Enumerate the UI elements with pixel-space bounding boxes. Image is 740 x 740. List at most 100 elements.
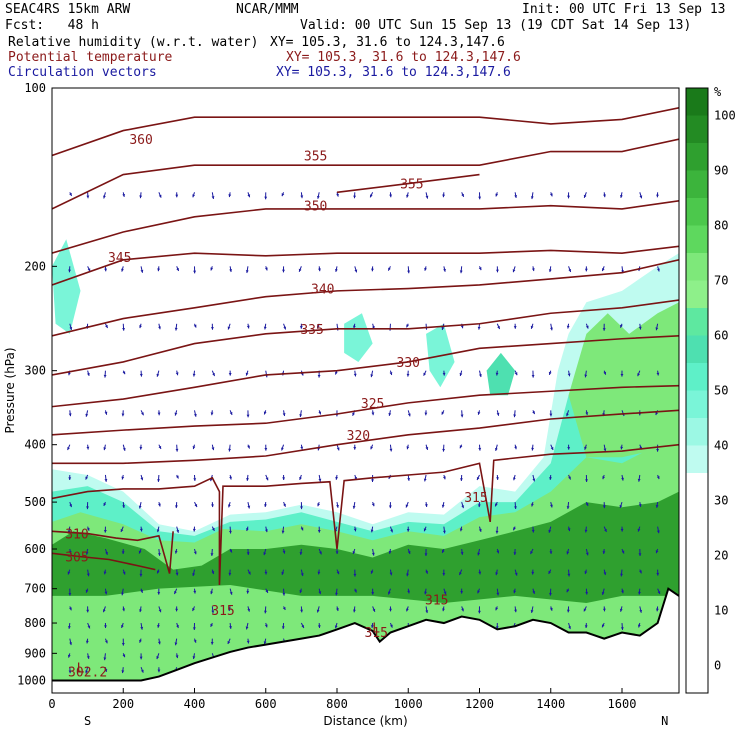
theta-contour-355-2: [336, 173, 480, 194]
circulation-vector-149: [210, 622, 214, 628]
circulation-vector-106: [174, 410, 178, 416]
circulation-vector-307: [387, 266, 391, 271]
circulation-vector-11: [68, 588, 72, 596]
circulation-vector-87: [158, 323, 161, 330]
circulation-vector-164: [229, 588, 233, 595]
circulation-vector-94: [157, 548, 161, 556]
circulation-vector-91: [157, 474, 161, 482]
colorbar-bin-9: [686, 335, 708, 363]
circulation-vector-570: [655, 548, 659, 554]
colorbar-label-1: 90: [714, 164, 728, 178]
theta-label-305-12: 305: [65, 551, 88, 566]
circulation-vector-247: [318, 548, 322, 555]
circulation-vector-443: [531, 266, 535, 272]
y-tick-label-1: 200: [24, 259, 46, 273]
circulation-vector-511: [601, 266, 605, 272]
circulation-vector-403: [477, 606, 481, 614]
circulation-vector-326: [406, 370, 410, 377]
theta-label-335-6: 335: [300, 323, 323, 338]
circulation-vector-166: [229, 622, 232, 629]
circulation-vector-499: [585, 474, 588, 482]
circulation-vector-470: [549, 588, 552, 596]
circulation-vector-520: [603, 569, 607, 576]
theta-label-310-11: 310: [65, 528, 88, 543]
circulation-vector-250: [316, 606, 320, 613]
y-tick-label-9: 1000: [17, 673, 46, 687]
circulation-vector-163: [228, 569, 232, 576]
circulation-vector-125: [193, 474, 197, 481]
circulation-vector-222: [298, 266, 302, 272]
circulation-vector-165: [228, 606, 232, 612]
theta-contour-330-7: [52, 335, 679, 408]
colorbar-bin-3: [686, 170, 708, 198]
circulation-vector-46: [102, 606, 106, 613]
circulation-vector-147: [210, 588, 214, 595]
circulation-vector-14: [69, 638, 73, 646]
circulation-vector-468: [549, 548, 553, 554]
theta-contour-305-12: [52, 552, 156, 571]
circulation-vector-58: [122, 502, 126, 509]
circulation-vector-351: [424, 588, 427, 595]
circulation-vector-124: [192, 444, 196, 450]
circulation-vector-227: [299, 474, 302, 481]
circulation-vector-418: [495, 569, 499, 576]
circulation-vector-55: [121, 410, 125, 417]
theta-field-label: Potential temperature: [8, 50, 173, 65]
y-tick-label-6: 700: [24, 582, 46, 596]
circulation-vector-325: [406, 323, 409, 328]
circulation-vector-346: [423, 474, 427, 482]
circulation-vector-81: [140, 622, 144, 630]
circulation-vector-465: [549, 474, 552, 480]
circulation-vector-98: [157, 622, 160, 628]
circulation-vector-63: [122, 606, 126, 612]
circulation-vector-66: [122, 653, 126, 658]
rh-region-8: [486, 352, 516, 396]
circulation-vector-554: [639, 569, 642, 574]
theta-label-320-9: 320: [347, 429, 370, 444]
circulation-vector-43: [104, 548, 108, 555]
circulation-vectors-layer: [67, 192, 661, 675]
circulation-vector-365: [442, 526, 446, 534]
circulation-vector-7: [69, 501, 73, 508]
x-tick-label-1: 200: [112, 697, 134, 711]
circulation-vector-108: [175, 474, 179, 479]
circulation-vector-564: [656, 370, 660, 376]
circulation-vector-190: [265, 370, 268, 378]
circulation-vector-521: [601, 588, 605, 595]
circulation-vector-516: [602, 474, 606, 480]
circulation-vector-213: [282, 548, 286, 554]
circulation-vector-38: [104, 410, 108, 415]
colorbar-bin-15: [686, 500, 708, 693]
circulation-vector-452: [531, 569, 535, 575]
circulation-vector-30: [87, 622, 91, 629]
circulation-vector-369: [442, 606, 445, 612]
circulation-vector-306: [389, 192, 393, 198]
circulation-vector-198: [265, 588, 269, 594]
circulation-vector-460: [548, 266, 552, 273]
colorbar-unit: %: [714, 85, 722, 99]
x-tick-label-7: 1400: [536, 697, 565, 711]
colorbar-bin-4: [686, 198, 708, 226]
circulation-vector-181: [246, 588, 250, 594]
circulation-vector-22: [86, 444, 90, 450]
circulation-vector-378: [460, 410, 464, 418]
circulation-vector-479: [567, 370, 571, 377]
circulation-vector-518: [603, 526, 607, 533]
circulation-vector-566: [656, 444, 660, 452]
circulation-vector-459: [549, 192, 553, 197]
circulation-vector-279: [352, 502, 356, 509]
circulation-vector-571: [656, 569, 660, 576]
colorbar-frame: [685, 87, 709, 694]
circulation-vector-27: [86, 569, 90, 577]
circulation-vector-374: [461, 192, 465, 198]
circulation-vector-174: [246, 410, 250, 418]
circulation-vector-75: [138, 501, 142, 509]
circulation-vector-225: [299, 410, 303, 418]
circulation-vector-70: [139, 323, 142, 329]
x-end-label-north: N: [661, 714, 668, 728]
circulation-vector-446: [532, 410, 536, 415]
y-tick-label-0: 100: [24, 81, 46, 95]
colorbar-label-4: 60: [714, 329, 728, 343]
circulation-vector-396: [478, 444, 482, 451]
circulation-vector-345: [425, 444, 429, 451]
